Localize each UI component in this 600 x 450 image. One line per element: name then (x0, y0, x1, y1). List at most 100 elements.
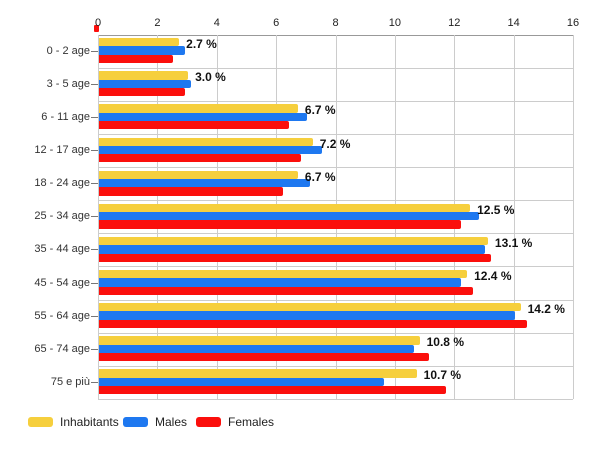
bar-value-label: 6.7 % (304, 103, 336, 118)
band-separator-gridline (98, 67, 573, 69)
bar-females (99, 120, 289, 130)
bar-females (99, 352, 429, 362)
category-label: 65 - 74 age (34, 342, 90, 355)
category-tick (91, 50, 98, 52)
x-axis-tick-label: 14 (507, 17, 520, 29)
legend-item-inhabitants: Inhabitants (28, 415, 119, 429)
category-tick (91, 216, 98, 218)
bar-males (99, 112, 307, 121)
category-label: 75 e più (50, 375, 90, 388)
bar-females (99, 253, 491, 262)
category-tick (91, 183, 98, 185)
bar-females (99, 154, 301, 163)
bar-inhabitants (99, 236, 488, 246)
vertical-gridline (573, 34, 574, 399)
bar-males (99, 145, 322, 155)
legend-label: Females (228, 415, 275, 429)
bar-females (99, 319, 527, 329)
bar-inhabitants (99, 369, 417, 378)
band-separator-gridline (98, 266, 573, 268)
bar-males (99, 46, 186, 55)
x-axis-tick-label: 2 (154, 17, 161, 29)
category-label: 35 - 44 age (34, 243, 90, 256)
bar-value-label: 10.7 % (423, 368, 462, 383)
bar-inhabitants (99, 303, 521, 312)
origin-red-mark (94, 25, 99, 32)
category-tick (91, 116, 98, 118)
x-axis-tick-label: 4 (213, 17, 220, 29)
bar-value-label: 3.0 % (195, 70, 226, 85)
x-axis-tick-label: 12 (448, 17, 461, 29)
bar-females (99, 220, 462, 229)
band-separator-gridline (98, 200, 573, 202)
category-tick (91, 83, 98, 85)
bar-inhabitants (99, 203, 471, 213)
bar-females (99, 187, 284, 196)
band-separator-gridline (98, 233, 573, 235)
bar-inhabitants (99, 336, 420, 345)
band-separator-gridline (98, 332, 573, 334)
band-separator-gridline (98, 100, 573, 102)
legend-item-males: Males (123, 415, 188, 429)
bar-inhabitants (99, 38, 180, 47)
bar-males (99, 311, 515, 320)
bar-inhabitants (99, 270, 468, 279)
bar-value-label: 13.1 % (494, 235, 533, 250)
bar-females (99, 286, 474, 295)
category-label: 0 - 2 age (46, 44, 90, 57)
category-tick (91, 282, 98, 284)
bar-value-label: 2.7 % (186, 37, 217, 52)
x-axis-tick-label: 8 (332, 17, 339, 29)
bar-value-label: 12.5 % (477, 202, 515, 217)
bar-males (99, 212, 479, 221)
x-axis-tick-label: 10 (388, 17, 401, 29)
bar-males (99, 278, 462, 287)
plot-left-border (98, 34, 99, 399)
category-tick (91, 249, 98, 251)
category-tick (91, 315, 98, 317)
legend-swatch-females (196, 417, 221, 427)
plot-bottom-border (98, 399, 573, 400)
band-separator-gridline (98, 365, 573, 367)
x-axis-tick-label: 16 (566, 17, 580, 29)
category-tick (91, 149, 98, 151)
bar-males (99, 377, 384, 387)
bar-males (99, 245, 485, 254)
legend-label: Inhabitants (60, 415, 119, 429)
bar-males (99, 79, 192, 88)
category-label: 3 - 5 age (46, 77, 90, 90)
bar-inhabitants (99, 104, 298, 113)
category-label: 18 - 24 age (34, 177, 90, 190)
category-label: 6 - 11 age (41, 110, 90, 123)
bar-value-label: 14.2 % (527, 302, 565, 317)
bar-value-label: 6.7 % (304, 169, 336, 184)
category-label: 45 - 54 age (34, 276, 90, 289)
band-separator-gridline (98, 299, 573, 301)
legend-label: Males (155, 415, 188, 429)
bar-value-label: 7.2 % (319, 136, 351, 151)
bar-females (99, 54, 174, 63)
bar-inhabitants (99, 137, 313, 146)
category-label: 25 - 34 age (34, 210, 90, 223)
x-axis-tick-label: 6 (273, 17, 280, 29)
bar-females (99, 87, 186, 97)
bar-inhabitants (99, 71, 189, 80)
bar-females (99, 386, 447, 395)
vertical-gridline (513, 34, 515, 399)
bar-value-label: 12.4 % (474, 269, 512, 284)
category-tick (91, 381, 98, 383)
legend-swatch-males (123, 417, 148, 427)
category-label: 12 - 17 age (34, 143, 90, 156)
bar-males (99, 344, 414, 353)
legend-item-females: Females (196, 415, 275, 429)
legend-swatch-inhabitants (28, 417, 53, 427)
category-label: 55 - 64 age (34, 309, 90, 322)
band-separator-gridline (98, 133, 573, 135)
x-axis-tick-label: 0 (94, 17, 102, 29)
bar-inhabitants (99, 170, 298, 179)
bar-males (99, 178, 310, 188)
band-separator-gridline (98, 167, 573, 169)
category-tick (91, 348, 98, 350)
